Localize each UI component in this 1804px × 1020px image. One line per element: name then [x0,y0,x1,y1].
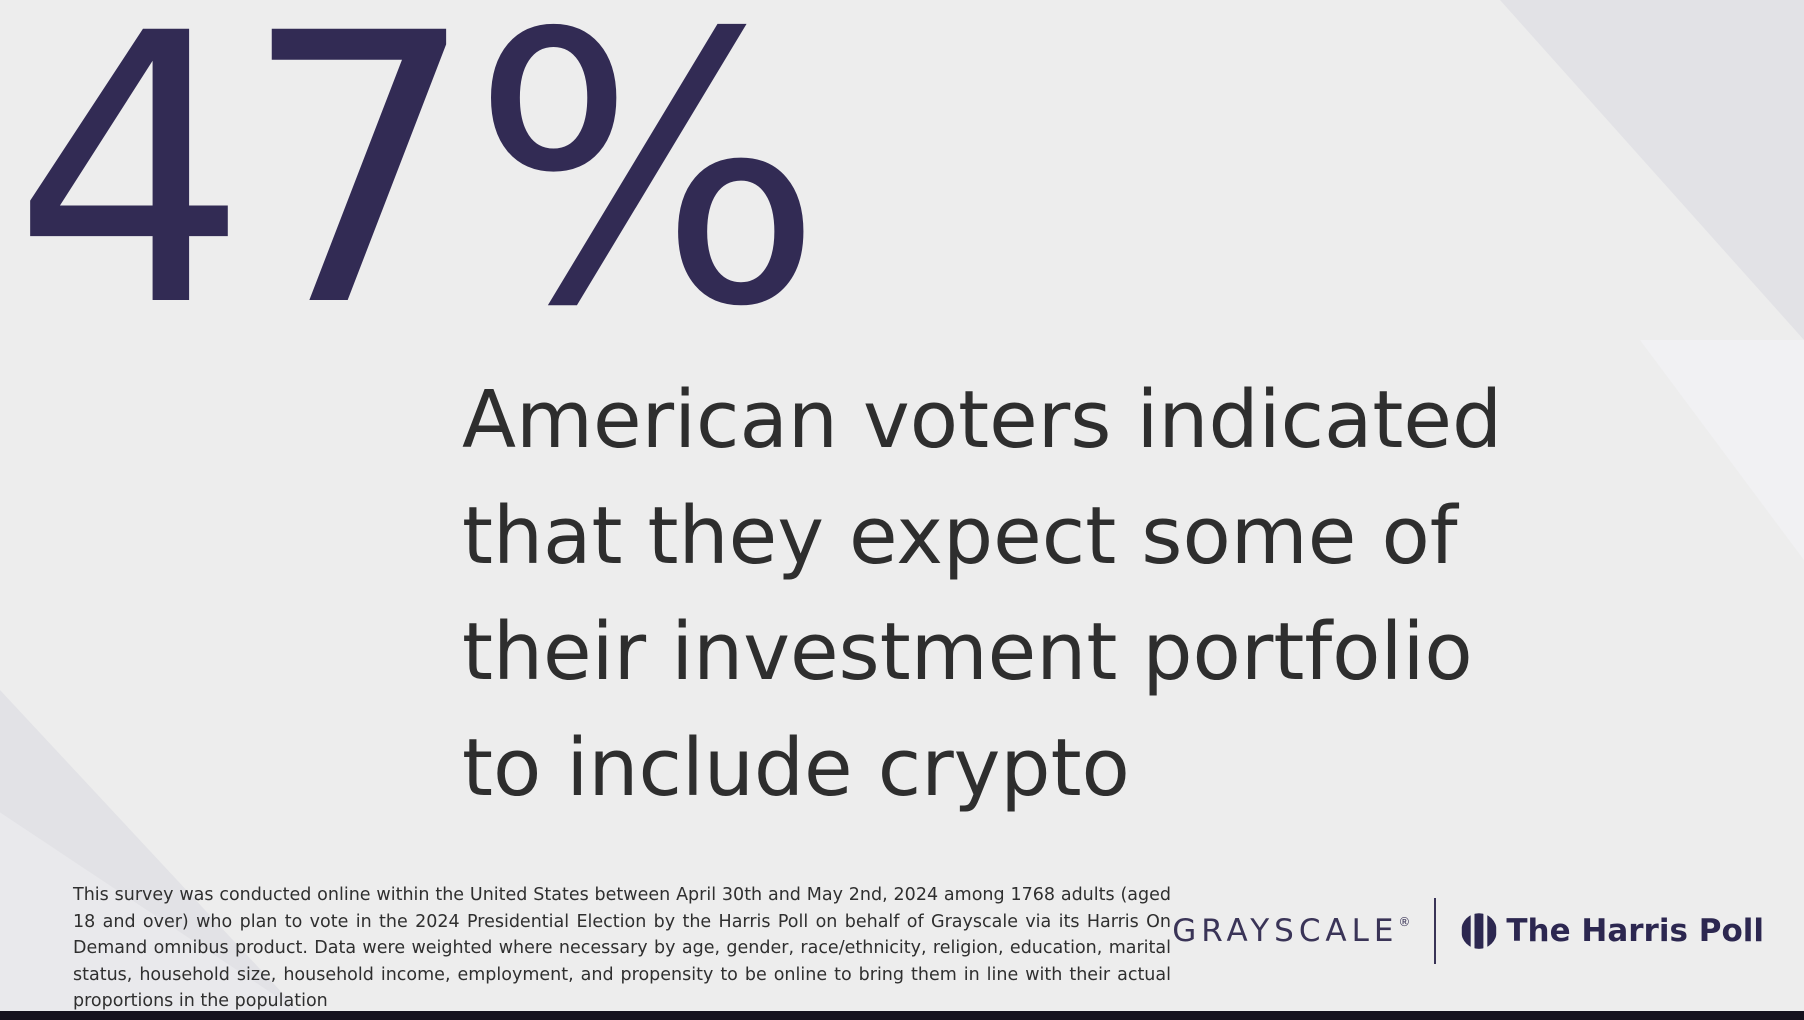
grayscale-wordmark-text: GRAYSCALE [1172,913,1399,949]
decorative-triangle-top-right [1500,0,1804,340]
registered-trademark-symbol: ® [1398,915,1411,929]
harris-poll-wordmark: The Harris Poll [1506,913,1764,949]
logo-divider [1434,898,1437,964]
headline: American voters indicated that they expe… [462,362,1502,826]
headline-line-4: to include crypto [462,722,1130,814]
headline-line-2: that they expect some of [462,490,1458,582]
harris-poll-logo: The Harris Poll [1460,912,1764,950]
disclaimer-text: This survey was conducted online within … [73,885,1171,1011]
decorative-triangle-mid-right [1640,340,1804,560]
logo-row: GRAYSCALE ® The Harris Poll [1172,898,1764,964]
footer-bar [0,1011,1804,1020]
stat-value: 47% [12,0,824,388]
headline-line-1: American voters indicated [462,374,1503,466]
grayscale-logo: GRAYSCALE ® [1172,913,1410,949]
harris-poll-icon [1460,912,1498,950]
headline-line-3: their investment portfolio [462,606,1473,698]
